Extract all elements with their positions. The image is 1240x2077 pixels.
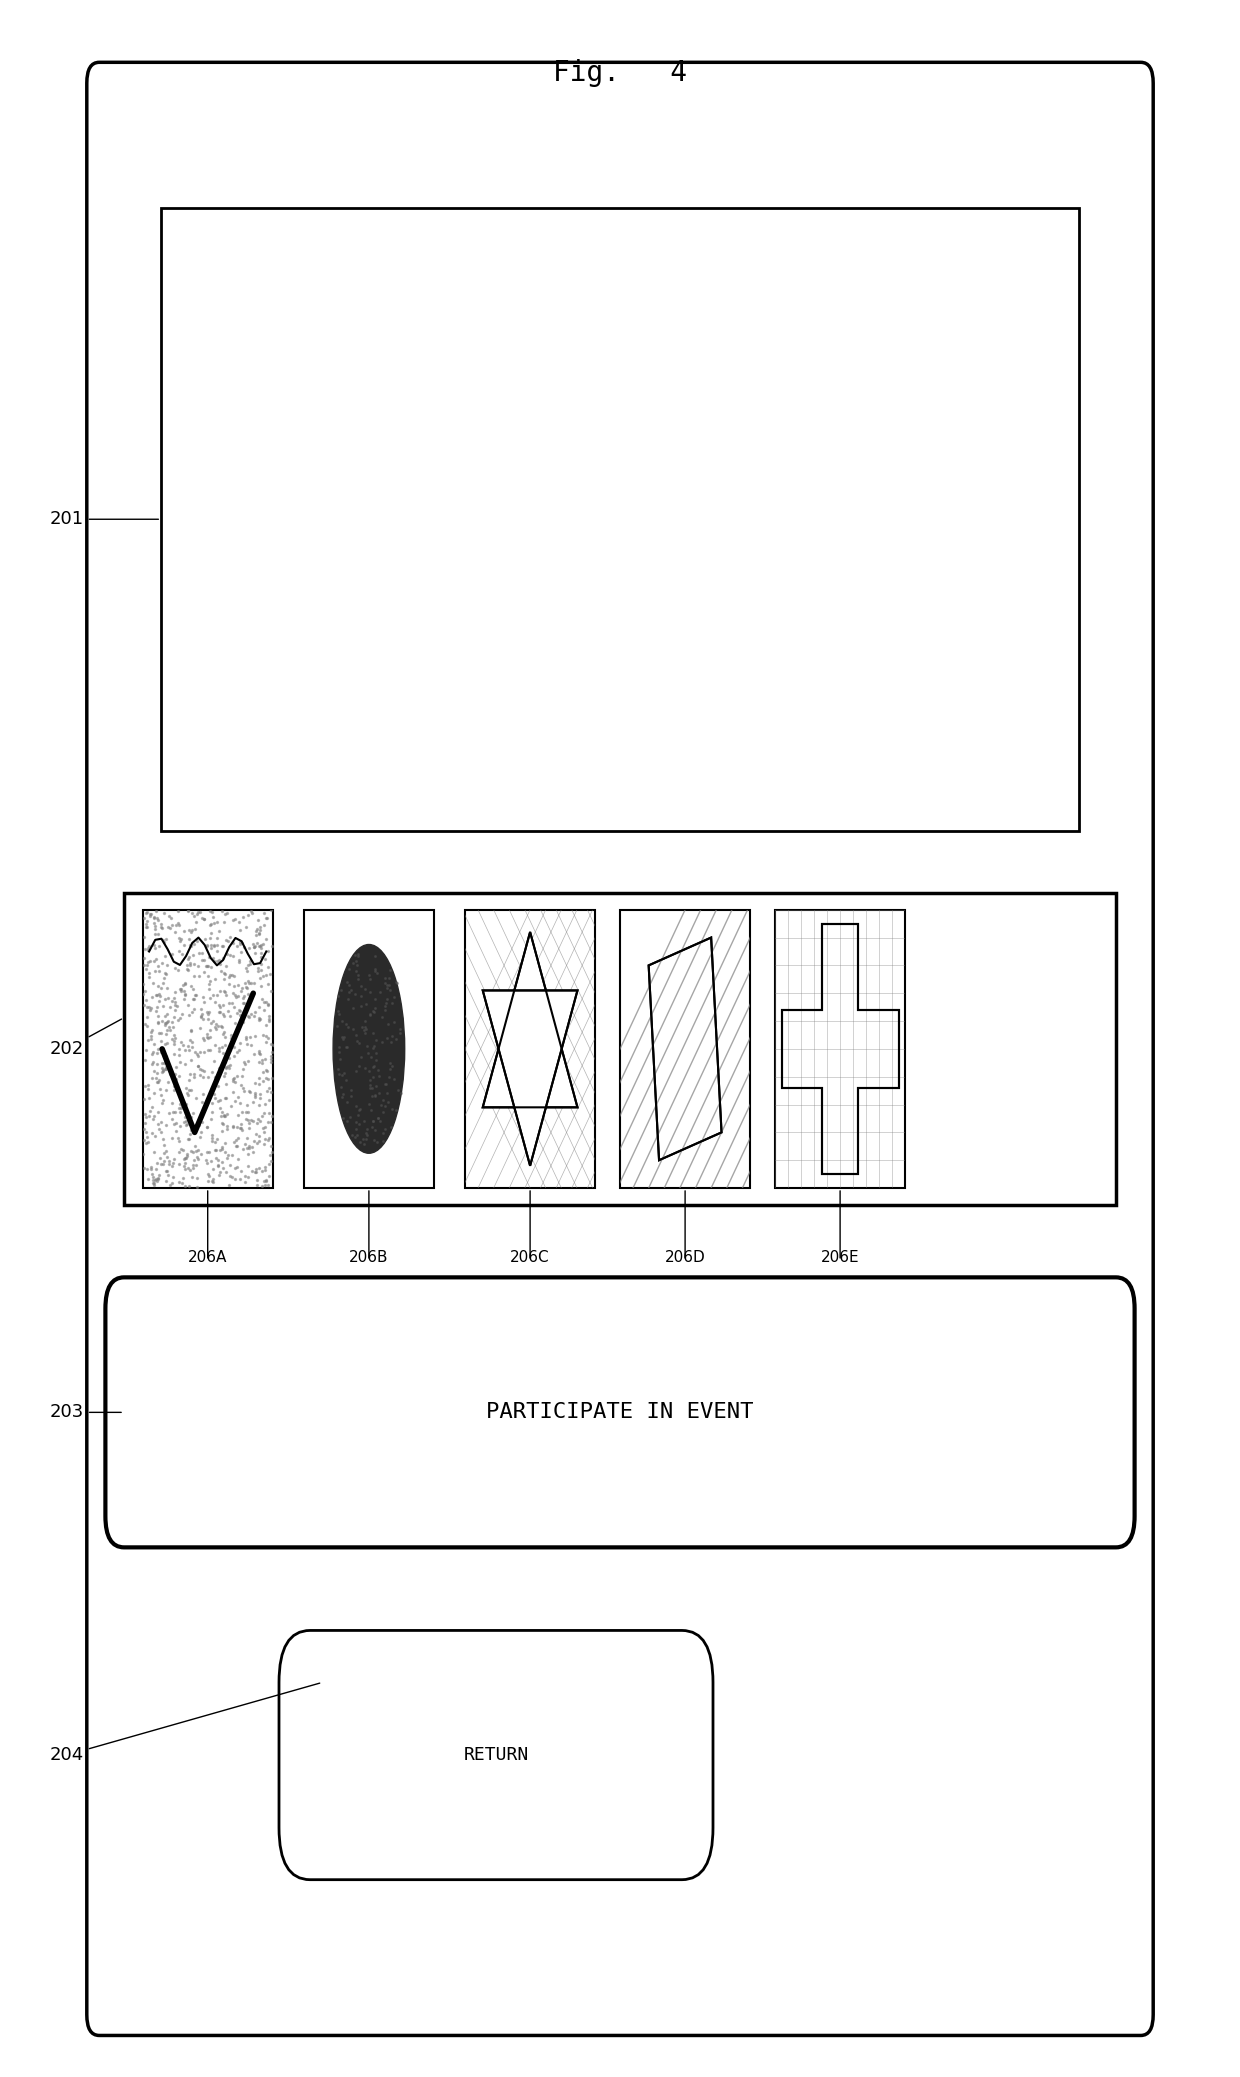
FancyBboxPatch shape bbox=[279, 1630, 713, 1880]
FancyBboxPatch shape bbox=[124, 893, 1116, 1205]
Bar bbox=[465, 910, 595, 1188]
Text: PARTICIPATE IN EVENT: PARTICIPATE IN EVENT bbox=[486, 1402, 754, 1423]
Bar bbox=[620, 910, 750, 1188]
Text: 206D: 206D bbox=[665, 1250, 706, 1265]
Text: RETURN: RETURN bbox=[464, 1747, 528, 1763]
Text: 206B: 206B bbox=[350, 1250, 388, 1265]
Text: 203: 203 bbox=[50, 1404, 122, 1421]
Text: 206C: 206C bbox=[511, 1250, 549, 1265]
FancyBboxPatch shape bbox=[87, 62, 1153, 2035]
Text: 202: 202 bbox=[50, 1020, 122, 1057]
FancyBboxPatch shape bbox=[105, 1277, 1135, 1547]
Bar bbox=[143, 910, 273, 1188]
Bar bbox=[775, 910, 905, 1188]
Bar bbox=[161, 208, 1079, 831]
Text: Fig.   4: Fig. 4 bbox=[553, 58, 687, 87]
Text: 204: 204 bbox=[50, 1682, 320, 1763]
Text: 206A: 206A bbox=[188, 1250, 227, 1265]
Text: 201: 201 bbox=[50, 511, 159, 528]
Bar bbox=[304, 910, 434, 1188]
Text: 206E: 206E bbox=[821, 1250, 859, 1265]
